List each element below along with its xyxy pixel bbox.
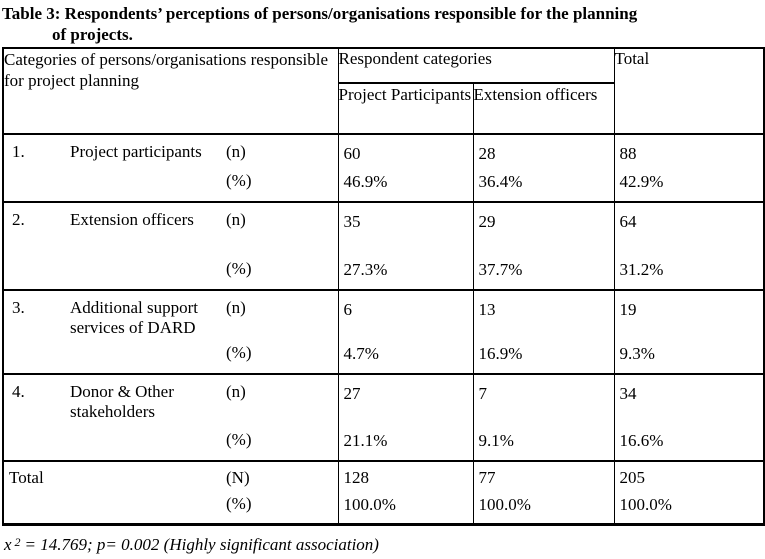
category-cell: 4. Donor & Other stakeholders (n) (%) [2,373,339,462]
chi-note-text: = 14.769; p= 0.002 (Highly significant a… [24,534,379,554]
pct-value: 21.1% [343,431,388,450]
total-value-cell: 19 9.3% [613,289,765,375]
table-row: 2. Extension officers (n) (%) 35 27.3% 2… [2,201,765,291]
eo-value-cell: 13 16.9% [472,289,615,375]
category-cell: 2. Extension officers (n) (%) [2,201,339,291]
row-number: 4. [12,382,25,401]
n-label: (N) [226,468,250,487]
pct-value: 36.4% [478,172,523,191]
pct-value: 100.0% [478,494,531,514]
pct-value: 100.0% [343,494,396,514]
n-value: 60 [343,144,361,163]
category-name-line1: Donor & Other [70,382,174,401]
table-row: 1. Project participants (n) (%) 60 46.9%… [2,133,765,203]
total-value-cell: 88 42.9% [613,133,765,203]
total-value-cell: 34 16.6% [613,373,765,462]
total-value-cell: 64 31.2% [613,201,765,291]
table-total-row: Total (N) (%) 128 100.0% 77 100.0% 205 1… [2,460,765,525]
pct-label: (%) [226,430,252,449]
n-value: 77 [478,468,496,487]
category-name-line1: Project participants [70,142,202,161]
n-label: (n) [226,382,246,401]
pct-value: 100.0% [619,494,672,514]
header-extension-officers-cell: Extension officers [472,82,615,135]
category-name: Extension officers [70,210,228,230]
table-title-line2: of projects. [52,25,133,44]
category-cell: 3. Additional support services of DARD (… [2,289,339,375]
eo-value-cell: 29 37.7% [472,201,615,291]
n-value: 28 [478,144,496,163]
row-number: 2. [12,210,25,229]
row-number: 3. [12,298,25,317]
n-value: 13 [478,300,496,319]
category-name-line1: Extension officers [70,210,194,229]
n-label: (n) [226,142,246,161]
table-row: 4. Donor & Other stakeholders (n) (%) 27… [2,373,765,462]
row-number: 1. [12,142,25,161]
pct-value: 9.1% [478,431,514,450]
pp-value-cell: 6 4.7% [337,289,474,375]
n-value: 27 [343,384,361,403]
category-name: Additional support services of DARD [70,298,228,338]
n-value: 34 [619,384,637,403]
header-project-participants-cell: Project Participants [337,82,474,135]
pct-value: 16.9% [478,344,523,363]
n-value: 205 [619,468,646,487]
total-row-label: Total [9,468,44,487]
chi-square-note: x 2 = 14.769; p= 0.002 (Highly significant… [2,535,763,555]
pct-label: (%) [226,343,252,362]
header-total-label: Total [614,49,650,68]
n-value: 19 [619,300,637,319]
pct-value: 4.7% [343,344,379,363]
pp-value-cell: 35 27.3% [337,201,474,291]
pct-value: 31.2% [619,260,664,279]
category-name-line2: services of DARD [70,318,196,337]
n-value: 88 [619,144,637,163]
category-name: Project participants [70,142,228,162]
n-label: (n) [226,210,246,229]
category-name-line2: stakeholders [70,402,155,421]
header-project-participants-label: Project Participants [338,85,472,104]
table-row: 3. Additional support services of DARD (… [2,289,765,375]
header-categories-label: Categories of persons/organisations resp… [4,50,329,90]
chi-symbol: x [4,534,12,554]
eo-value-cell: 7 9.1% [472,373,615,462]
pct-value: 16.6% [619,431,664,450]
pct-label: (%) [226,259,252,278]
pp-value-cell: 128 100.0% [337,460,474,525]
total-value-cell: 205 100.0% [613,460,765,525]
chi-exponent: 2 [14,534,21,549]
header-extension-officers-label: Extension officers [473,85,598,104]
header-categories-cell: Categories of persons/organisations resp… [2,47,339,135]
category-cell: Total (N) (%) [2,460,339,525]
category-cell: 1. Project participants (n) (%) [2,133,339,203]
pct-value: 37.7% [478,260,523,279]
n-value: 29 [478,212,496,231]
category-name: Donor & Other stakeholders [70,382,228,422]
pct-value: 9.3% [619,344,655,363]
header-respondent-categories-label: Respondent categories [338,49,492,68]
n-label: (n) [226,298,246,317]
table-title-line1: Table 3: Respondents’ perceptions of per… [2,4,638,23]
pct-value: 42.9% [619,172,664,191]
pct-value: 27.3% [343,260,388,279]
n-value: 128 [343,468,370,487]
n-value: 7 [478,384,488,403]
pct-value: 46.9% [343,172,388,191]
pct-label: (%) [226,171,252,190]
n-value: 64 [619,212,637,231]
eo-value-cell: 77 100.0% [472,460,615,525]
results-table: Categories of persons/organisations resp… [2,47,765,526]
eo-value-cell: 28 36.4% [472,133,615,203]
pp-value-cell: 27 21.1% [337,373,474,462]
pct-label: (%) [226,493,252,513]
n-value: 6 [343,300,353,319]
header-respondent-categories-cell: Respondent categories [337,47,615,84]
header-total-cell: Total [613,47,765,135]
pp-value-cell: 60 46.9% [337,133,474,203]
n-value: 35 [343,212,361,231]
category-name-line1: Additional support [70,298,198,317]
table-title: Table 3: Respondents’ perceptions of per… [2,3,763,45]
